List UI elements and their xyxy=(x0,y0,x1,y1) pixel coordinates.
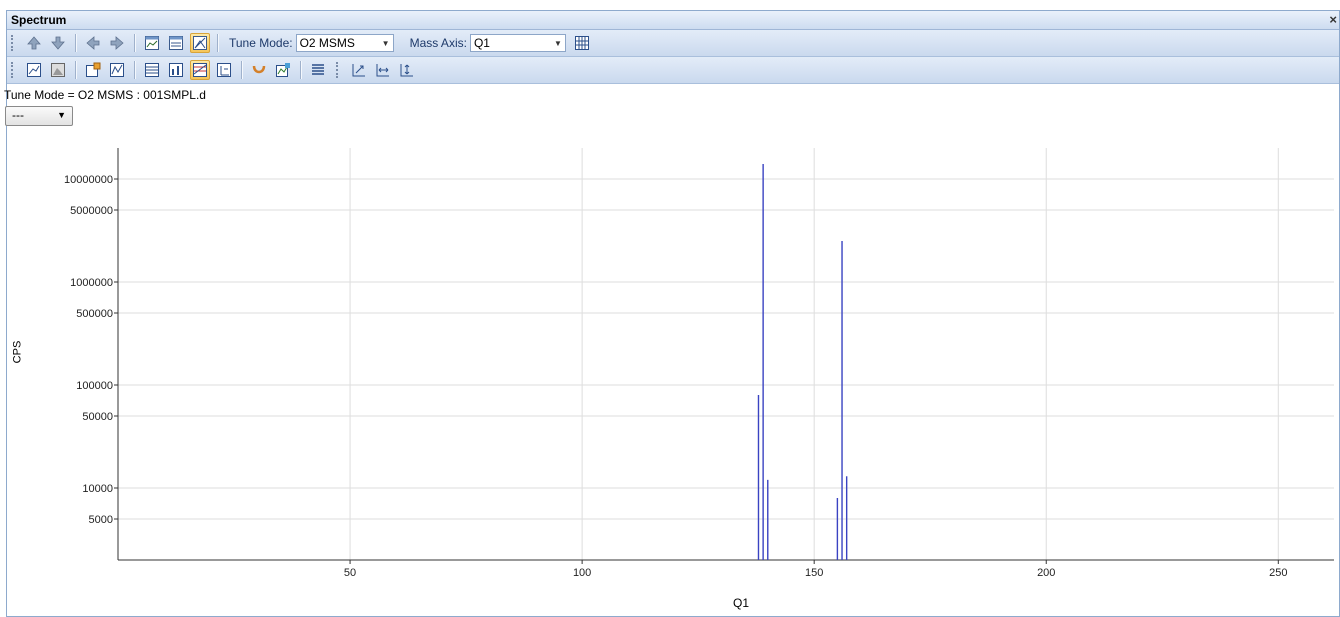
y-tick-label: 500000 xyxy=(76,308,113,320)
y-tick-label: 10000 xyxy=(82,483,113,495)
stack-view-icon[interactable] xyxy=(214,60,234,80)
spectrum-window-alt-icon[interactable] xyxy=(166,33,186,53)
tune-mode-info: Tune Mode = O2 MSMS : 001SMPL.d xyxy=(4,88,206,102)
arrow-right-icon[interactable] xyxy=(107,33,127,53)
chevron-down-icon: ▼ xyxy=(553,38,562,48)
y-zoom-icon[interactable] xyxy=(397,60,417,80)
export-chart-icon[interactable] xyxy=(83,60,103,80)
y-axis-label: CPS xyxy=(11,340,24,364)
toolbar-grip[interactable] xyxy=(11,35,16,51)
y-tick-label: 10000000 xyxy=(64,174,113,186)
toolbar-separator xyxy=(134,34,135,52)
table-icon[interactable] xyxy=(572,33,592,53)
y-tick-label: 5000 xyxy=(89,514,113,526)
spectrum-window-icon[interactable] xyxy=(142,33,162,53)
x-tick-label: 150 xyxy=(805,567,823,579)
tune-mode-value: O2 MSMS xyxy=(299,36,355,50)
arrow-left-icon[interactable] xyxy=(83,33,103,53)
chevron-down-icon: ▼ xyxy=(381,38,390,48)
overlay-icon[interactable] xyxy=(190,60,210,80)
peak-find-icon[interactable] xyxy=(273,60,293,80)
tune-mode-select[interactable]: O2 MSMS ▼ xyxy=(295,34,394,52)
list-view-icon[interactable] xyxy=(142,60,162,80)
autoscale-icon[interactable] xyxy=(349,60,369,80)
mass-axis-select[interactable]: Q1 ▼ xyxy=(469,34,566,52)
mass-axis-label: Mass Axis: xyxy=(409,36,467,50)
x-tick-label: 100 xyxy=(573,567,591,579)
toolbar-separator xyxy=(75,34,76,52)
main-toolbar: Tune Mode: O2 MSMS ▼ Mass Axis: Q1 ▼ xyxy=(7,30,1339,57)
x-tick-label: 250 xyxy=(1269,567,1287,579)
x-tick-label: 50 xyxy=(344,567,356,579)
bar-view-icon[interactable] xyxy=(166,60,186,80)
window-titlebar: Spectrum × xyxy=(7,11,1339,30)
chart-toolbar xyxy=(7,57,1339,84)
toolbar-separator xyxy=(75,61,76,79)
tune-mode-label: Tune Mode: xyxy=(229,36,293,50)
close-icon[interactable]: × xyxy=(1329,12,1337,27)
toolbar-separator xyxy=(217,34,218,52)
toolbar-grip[interactable] xyxy=(336,62,341,78)
line-chart-icon[interactable] xyxy=(24,60,44,80)
mass-axis-value: Q1 xyxy=(473,36,490,50)
y-tick-label: 1000000 xyxy=(70,277,113,289)
area-chart-icon[interactable] xyxy=(48,60,68,80)
toolbar-grip[interactable] xyxy=(11,62,16,78)
y-tick-label: 50000 xyxy=(82,411,113,423)
window-title: Spectrum xyxy=(11,13,67,27)
toolbar-separator xyxy=(134,61,135,79)
x-tick-label: 200 xyxy=(1037,567,1055,579)
chart-settings-icon[interactable] xyxy=(107,60,127,80)
toolbar-separator xyxy=(241,61,242,79)
peak-label-icon[interactable] xyxy=(249,60,269,80)
y-tick-label: 100000 xyxy=(76,380,113,392)
arrow-down-icon[interactable] xyxy=(48,33,68,53)
y-tick-label: 5000000 xyxy=(70,205,113,217)
trace-selector-value: --- xyxy=(12,108,24,122)
trace-selector[interactable]: --- ▼ xyxy=(5,106,73,126)
align-icon[interactable] xyxy=(308,60,328,80)
chevron-down-icon: ▼ xyxy=(57,110,66,120)
x-zoom-icon[interactable] xyxy=(373,60,393,80)
arrow-up-icon[interactable] xyxy=(24,33,44,53)
toolbar-separator xyxy=(300,61,301,79)
spectrum-view-icon[interactable] xyxy=(190,33,210,53)
x-axis-label: Q1 xyxy=(733,596,750,610)
